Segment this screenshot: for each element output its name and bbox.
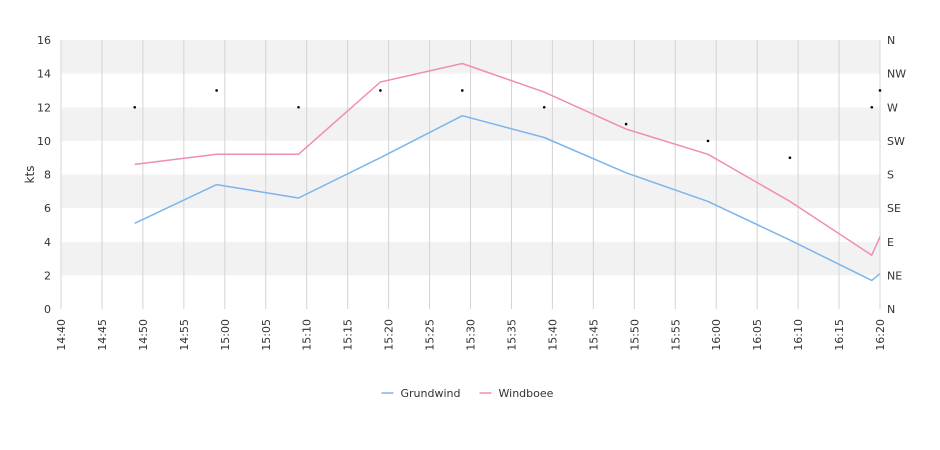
y-tick-label: 6 (44, 202, 51, 215)
y2-tick-label: NE (887, 269, 902, 282)
y2-tick-label: W (887, 101, 898, 114)
x-tick-label: 14:55 (178, 319, 191, 351)
x-tick-label: 15:05 (260, 319, 273, 351)
x-tick-label: 15:15 (342, 319, 355, 351)
y2-tick-label: NW (887, 68, 906, 81)
direction-point (379, 89, 382, 92)
y-axis-title: kts (23, 166, 37, 184)
y2-tick-label: N (887, 303, 895, 316)
x-tick-label: 15:20 (383, 319, 396, 351)
x-tick-label: 16:00 (710, 319, 723, 351)
y-axis-ticks: 0 2 4 6 8 10 12 14 16 (37, 34, 51, 316)
x-tick-label: 16:15 (833, 319, 846, 351)
x-tick-label: 14:40 (55, 319, 68, 351)
y-tick-label: 10 (37, 135, 51, 148)
x-tick-label: 15:35 (505, 319, 518, 351)
x-tick-label: 15:10 (301, 319, 314, 351)
vertical-gridlines (60, 40, 881, 309)
direction-point (461, 89, 464, 92)
direction-points (133, 89, 882, 159)
direction-point (878, 89, 882, 92)
x-tick-label: 16:10 (792, 319, 805, 351)
y2-tick-label: SW (887, 135, 905, 148)
series-line-grundwind (134, 114, 881, 282)
direction-point (133, 105, 137, 109)
x-tick-label: 15:30 (465, 319, 478, 351)
x-tick-label: 15:45 (587, 319, 600, 351)
y-tick-label: 8 (44, 169, 51, 182)
x-tick-label: 15:50 (628, 319, 641, 351)
y2-axis-ticks: N NE E SE S SW W NW N (887, 34, 906, 316)
direction-point (215, 89, 218, 92)
y2-tick-label: E (887, 236, 894, 249)
direction-point (624, 122, 628, 126)
direction-point (788, 156, 792, 159)
series-lines (134, 62, 881, 282)
y-tick-label: 4 (44, 236, 51, 249)
direction-point (297, 105, 300, 109)
y2-tick-label: S (887, 169, 894, 182)
x-axis-ticks: 14:40 14:45 14:50 14:55 15:00 15:05 15:10 15:15… (55, 319, 887, 351)
x-tick-label: 15:40 (546, 319, 559, 351)
direction-point (870, 105, 874, 109)
x-tick-label: 16:20 (874, 319, 887, 351)
x-tick-label: 15:25 (424, 319, 437, 351)
legend-label: Grundwind (401, 387, 461, 400)
y2-tick-label: N (887, 34, 895, 47)
direction-point (706, 139, 710, 143)
y-tick-label: 0 (44, 303, 51, 316)
y2-tick-label: SE (887, 202, 901, 215)
direction-point (542, 105, 546, 109)
series-line-windboee (134, 62, 881, 256)
y-tick-label: 16 (37, 34, 51, 47)
y-tick-label: 2 (44, 269, 51, 282)
x-tick-label: 16:05 (751, 319, 764, 351)
y-tick-label: 12 (37, 101, 51, 114)
legend-label: Windboee (499, 387, 554, 400)
x-tick-label: 14:45 (96, 319, 109, 351)
x-tick-label: 15:00 (219, 319, 232, 351)
x-tick-label: 14:50 (137, 319, 150, 351)
y-tick-label: 14 (37, 68, 51, 81)
legend: Grundwind Windboee (381, 387, 554, 400)
x-tick-label: 15:55 (669, 319, 682, 351)
